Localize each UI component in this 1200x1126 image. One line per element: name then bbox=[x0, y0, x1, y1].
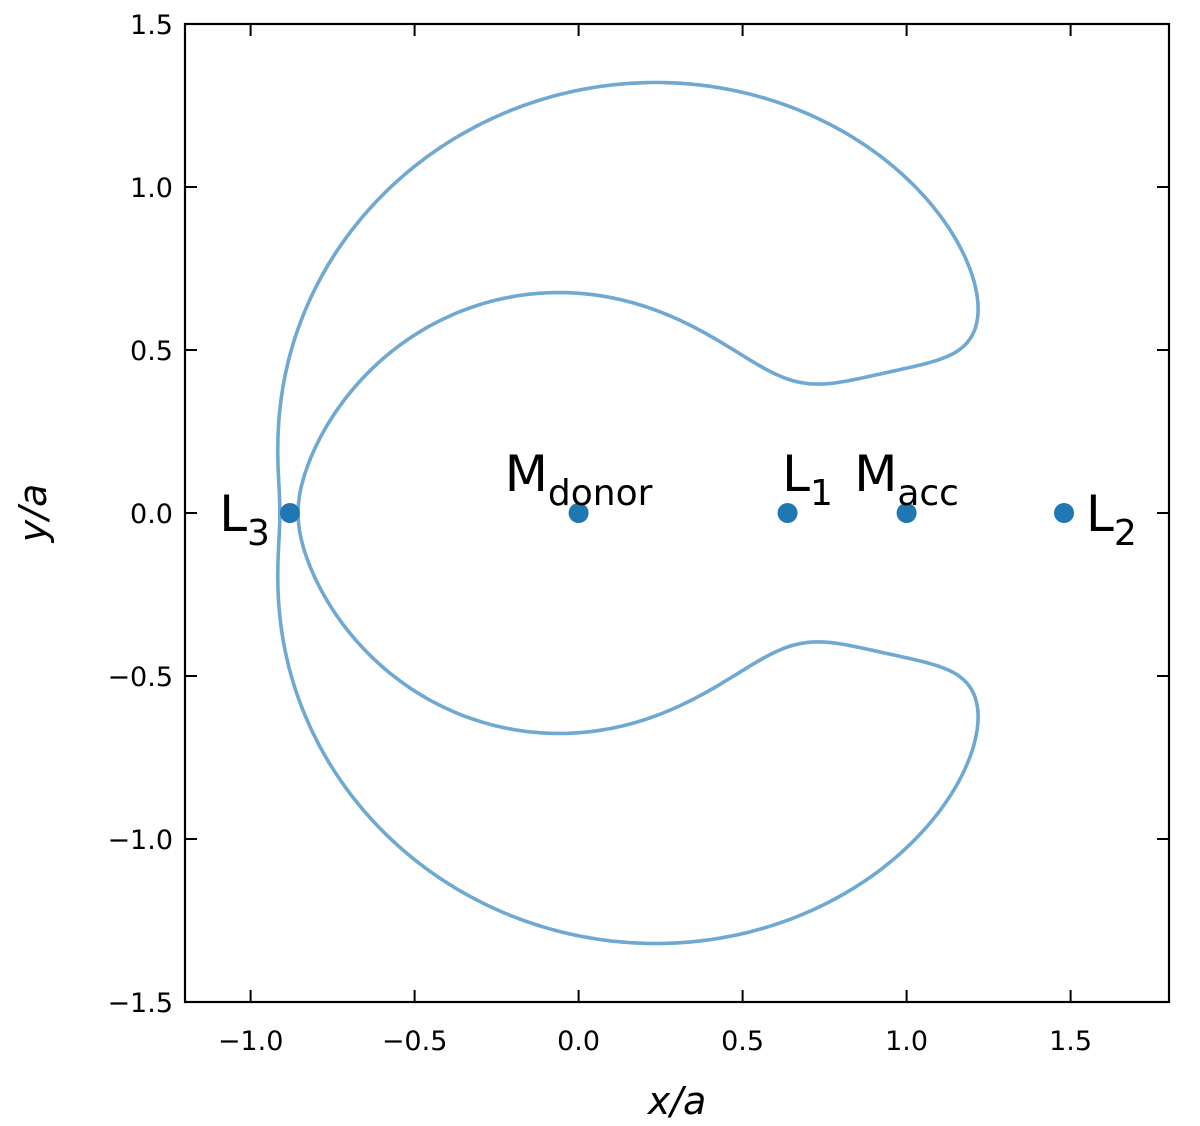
x-axis-ticks: −1.0 −0.5 0.0 0.5 1.0 1.5 bbox=[218, 24, 1092, 1057]
y-tick-label: −1.0 bbox=[107, 825, 173, 856]
y-axis-ticks: −1.5 −1.0 −0.5 0.0 0.5 1.0 1.5 bbox=[107, 10, 1169, 1019]
label-l3: L3 bbox=[219, 485, 270, 554]
y-axis-label: y/a bbox=[11, 484, 55, 544]
x-tick-label: 0.0 bbox=[557, 1026, 600, 1057]
point-l1 bbox=[777, 503, 798, 523]
x-tick-label: 1.0 bbox=[885, 1026, 928, 1057]
equipotential-contour bbox=[276, 80, 980, 946]
y-tick-label: −0.5 bbox=[107, 662, 173, 693]
point-l2 bbox=[1054, 503, 1075, 523]
point-m_acc bbox=[896, 503, 917, 523]
y-tick-label: 1.0 bbox=[130, 173, 173, 204]
special-points: Mdonor L1 Macc L2 L3 bbox=[219, 445, 1137, 554]
x-tick-label: 1.5 bbox=[1049, 1026, 1092, 1057]
label-l2: L2 bbox=[1086, 485, 1137, 554]
y-tick-label: 0.5 bbox=[130, 336, 173, 367]
y-tick-label: 0.0 bbox=[130, 499, 173, 530]
x-tick-label: 0.5 bbox=[721, 1026, 764, 1057]
x-tick-label: −0.5 bbox=[382, 1026, 448, 1057]
equipotential-contours bbox=[276, 80, 980, 946]
point-m_donor bbox=[568, 503, 589, 523]
point-l3 bbox=[279, 503, 300, 523]
label-m_donor: Mdonor bbox=[505, 445, 653, 514]
label-m_acc: Macc bbox=[854, 445, 959, 514]
x-tick-label: −1.0 bbox=[218, 1026, 284, 1057]
y-tick-label: −1.5 bbox=[107, 988, 173, 1019]
x-axis-label: x/a bbox=[647, 1079, 707, 1123]
label-l1: L1 bbox=[782, 445, 833, 514]
y-tick-label: 1.5 bbox=[130, 10, 173, 41]
plot-frame bbox=[183, 22, 1171, 1004]
